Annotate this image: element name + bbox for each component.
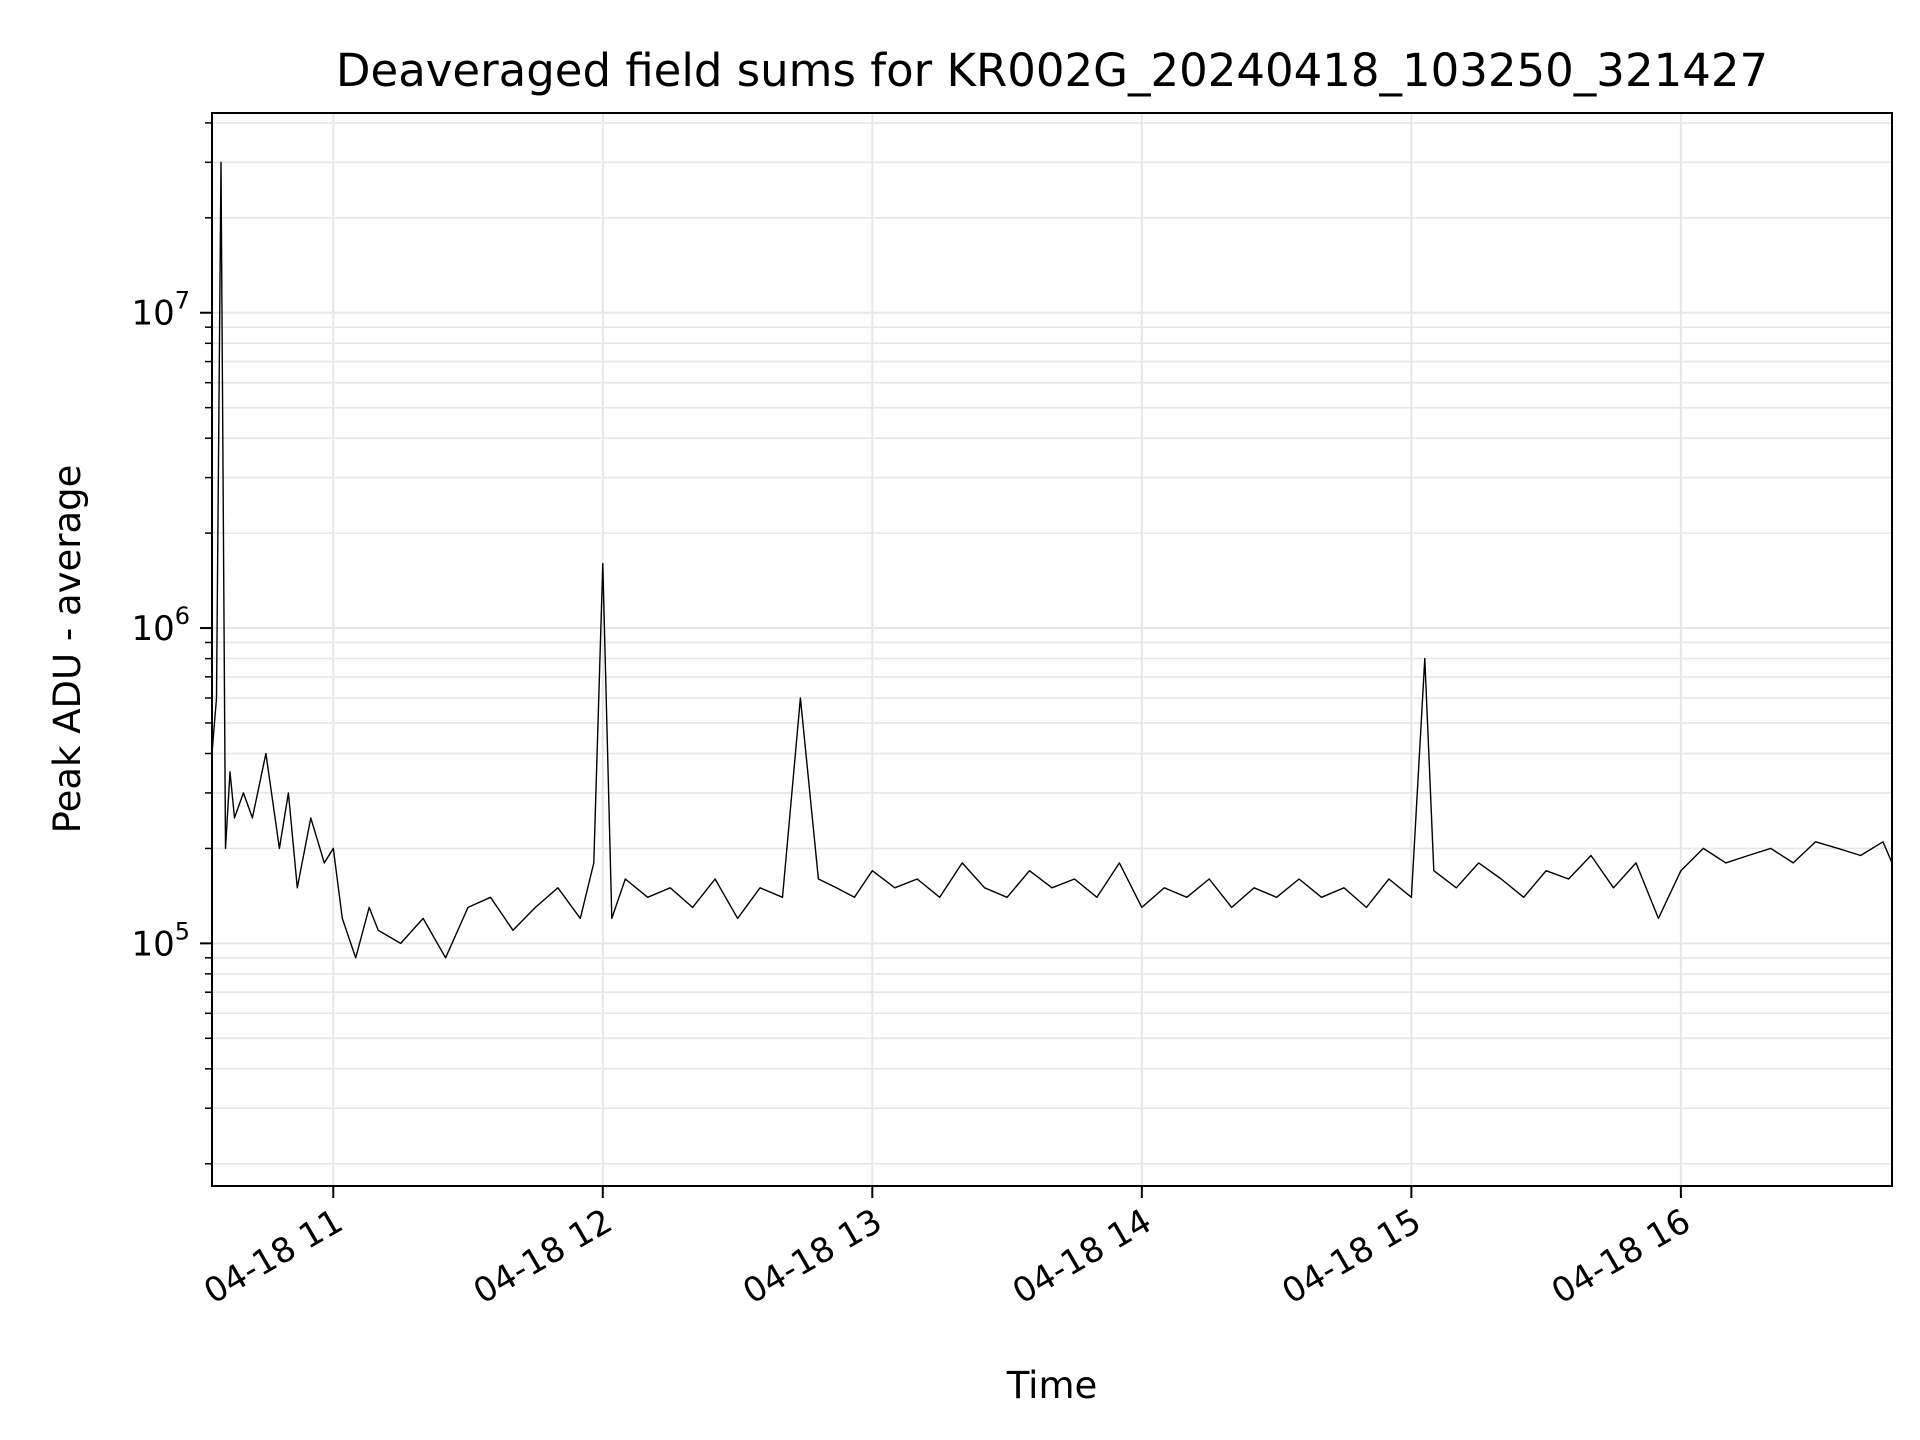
y-tick-label: 105 xyxy=(131,917,190,964)
grid-lines xyxy=(212,113,1892,1186)
x-tick-label: 04-18 11 xyxy=(197,1201,349,1312)
x-tick-label: 04-18 14 xyxy=(1006,1201,1158,1312)
y-axis-label: Peak ADU - average xyxy=(46,465,89,834)
y-axis-ticks: 105 106 107 xyxy=(131,122,212,1165)
x-axis-label: Time xyxy=(1006,1364,1098,1407)
series-line xyxy=(211,161,1893,959)
x-axis-ticks: 04-18 11 04-18 12 04-18 13 04-18 14 04-18 15… xyxy=(197,1186,1697,1312)
x-tick-label: 04-18 12 xyxy=(467,1201,619,1312)
chart-title: Deaveraged field sums for KR002G_2024041… xyxy=(336,44,1768,97)
x-tick-label: 04-18 13 xyxy=(736,1201,888,1312)
y-tick-label: 107 xyxy=(131,287,190,334)
x-tick-label: 04-18 16 xyxy=(1545,1201,1697,1312)
x-tick-label: 04-18 15 xyxy=(1275,1201,1427,1312)
y-tick-label: 106 xyxy=(131,602,190,649)
plot-frame xyxy=(211,112,1893,1187)
data-series-line xyxy=(211,161,1893,959)
